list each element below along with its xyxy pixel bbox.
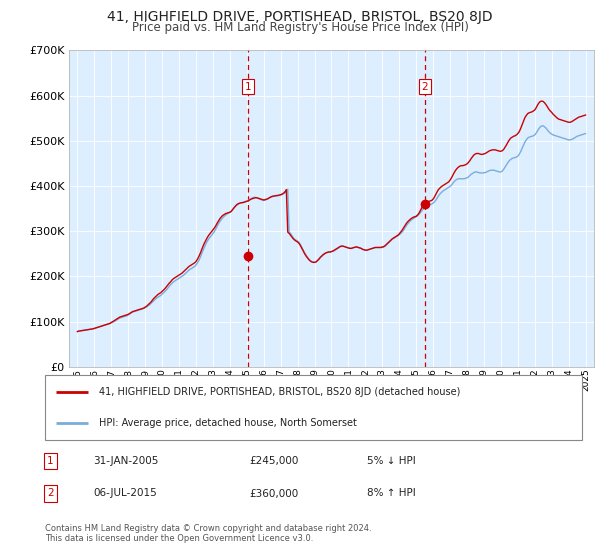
Text: Contains HM Land Registry data © Crown copyright and database right 2024.
This d: Contains HM Land Registry data © Crown c… xyxy=(45,524,371,543)
Text: 8% ↑ HPI: 8% ↑ HPI xyxy=(367,488,416,498)
Text: Price paid vs. HM Land Registry's House Price Index (HPI): Price paid vs. HM Land Registry's House … xyxy=(131,21,469,34)
Text: 06-JUL-2015: 06-JUL-2015 xyxy=(94,488,157,498)
Text: 31-JAN-2005: 31-JAN-2005 xyxy=(94,456,159,466)
Text: 2: 2 xyxy=(421,82,428,91)
Text: HPI: Average price, detached house, North Somerset: HPI: Average price, detached house, Nort… xyxy=(98,418,356,428)
Text: 5% ↓ HPI: 5% ↓ HPI xyxy=(367,456,416,466)
Text: 41, HIGHFIELD DRIVE, PORTISHEAD, BRISTOL, BS20 8JD (detached house): 41, HIGHFIELD DRIVE, PORTISHEAD, BRISTOL… xyxy=(98,387,460,397)
Text: £360,000: £360,000 xyxy=(249,488,298,498)
FancyBboxPatch shape xyxy=(45,375,582,440)
Text: 41, HIGHFIELD DRIVE, PORTISHEAD, BRISTOL, BS20 8JD: 41, HIGHFIELD DRIVE, PORTISHEAD, BRISTOL… xyxy=(107,10,493,24)
Text: 1: 1 xyxy=(47,456,53,466)
Text: 1: 1 xyxy=(245,82,251,91)
Text: £245,000: £245,000 xyxy=(249,456,298,466)
Text: 2: 2 xyxy=(47,488,53,498)
